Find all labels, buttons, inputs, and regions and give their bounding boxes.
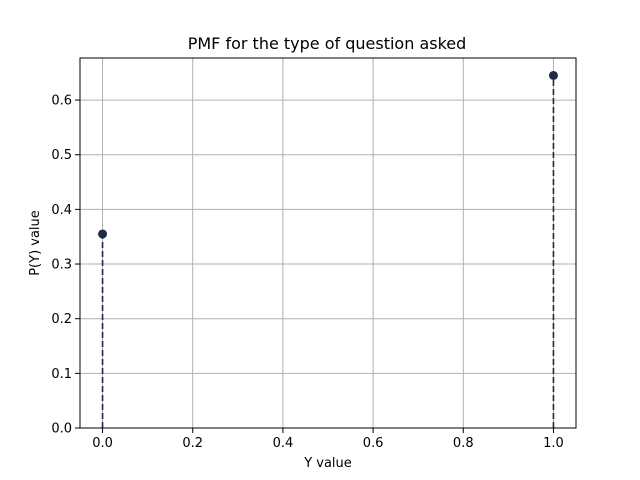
y-axis-label: P(Y) value: [28, 210, 43, 276]
y-tick-label: 0.1: [51, 367, 72, 382]
y-tick-label: 0.0: [51, 422, 72, 437]
y-tick-label: 0.4: [51, 203, 72, 218]
x-tick-label: 0.0: [92, 436, 113, 451]
x-axis-ticks: 0.0 0.2 0.4 0.6 0.8 1.0: [92, 428, 564, 451]
pmf-point: [548, 70, 558, 80]
x-tick-label: 0.6: [363, 436, 384, 451]
x-tick-label: 1.0: [543, 436, 564, 451]
markers: [98, 70, 558, 239]
x-tick-label: 0.4: [273, 436, 294, 451]
y-tick-label: 0.2: [51, 312, 72, 327]
pmf-point: [98, 229, 108, 239]
x-axis-label: Y value: [303, 456, 352, 471]
x-tick-label: 0.2: [182, 436, 203, 451]
stems: [101, 75, 555, 428]
y-tick-label: 0.6: [51, 94, 72, 109]
x-tick-label: 0.8: [453, 436, 474, 451]
grid: [80, 58, 576, 429]
y-tick-label: 0.5: [51, 148, 72, 163]
plot-frame: [79, 57, 577, 429]
y-tick-label: 0.3: [51, 258, 72, 273]
y-axis-ticks: 0.0 0.1 0.2 0.3 0.4 0.5 0.6: [51, 94, 80, 437]
chart-title: PMF for the type of question asked: [188, 34, 467, 53]
